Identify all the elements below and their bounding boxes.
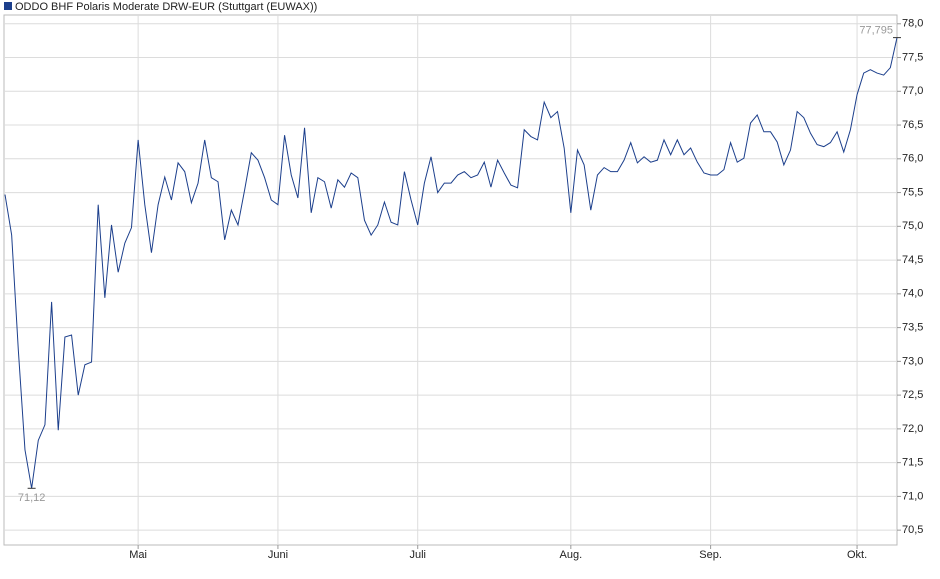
legend-label: ODDO BHF Polaris Moderate DRW-EUR (Stutt… <box>15 1 317 13</box>
y-tick-label: 73,0 <box>902 355 923 367</box>
legend-swatch <box>4 2 12 10</box>
y-tick-label: 77,5 <box>902 51 923 63</box>
value-label: 77,795 <box>859 25 893 37</box>
price-line <box>4 37 898 489</box>
y-tick-label: 75,0 <box>902 220 923 232</box>
x-tick-label: Okt. <box>847 549 867 561</box>
y-tick-label: 74,0 <box>902 288 923 300</box>
y-tick-label: 78,0 <box>902 18 923 30</box>
value-label: 71,12 <box>18 492 46 504</box>
x-tick-label: Aug. <box>560 549 583 561</box>
y-tick-label: 75,5 <box>902 186 923 198</box>
x-tick-label: Juli <box>409 549 426 561</box>
x-tick-label: Mai <box>129 549 147 561</box>
y-tick-label: 71,5 <box>902 457 923 469</box>
y-tick-label: 77,0 <box>902 85 923 97</box>
y-tick-label: 73,5 <box>902 322 923 334</box>
y-tick-label: 70,5 <box>902 524 923 536</box>
y-tick-label: 72,0 <box>902 423 923 435</box>
plot-frame <box>3 14 898 546</box>
y-tick-label: 74,5 <box>902 254 923 266</box>
y-tick-label: 72,5 <box>902 389 923 401</box>
y-tick-label: 76,5 <box>902 119 923 131</box>
x-tick-label: Sep. <box>699 549 722 561</box>
x-tick-label: Juni <box>268 549 288 561</box>
y-tick-label: 71,0 <box>902 490 923 502</box>
y-tick-label: 76,0 <box>902 153 923 165</box>
